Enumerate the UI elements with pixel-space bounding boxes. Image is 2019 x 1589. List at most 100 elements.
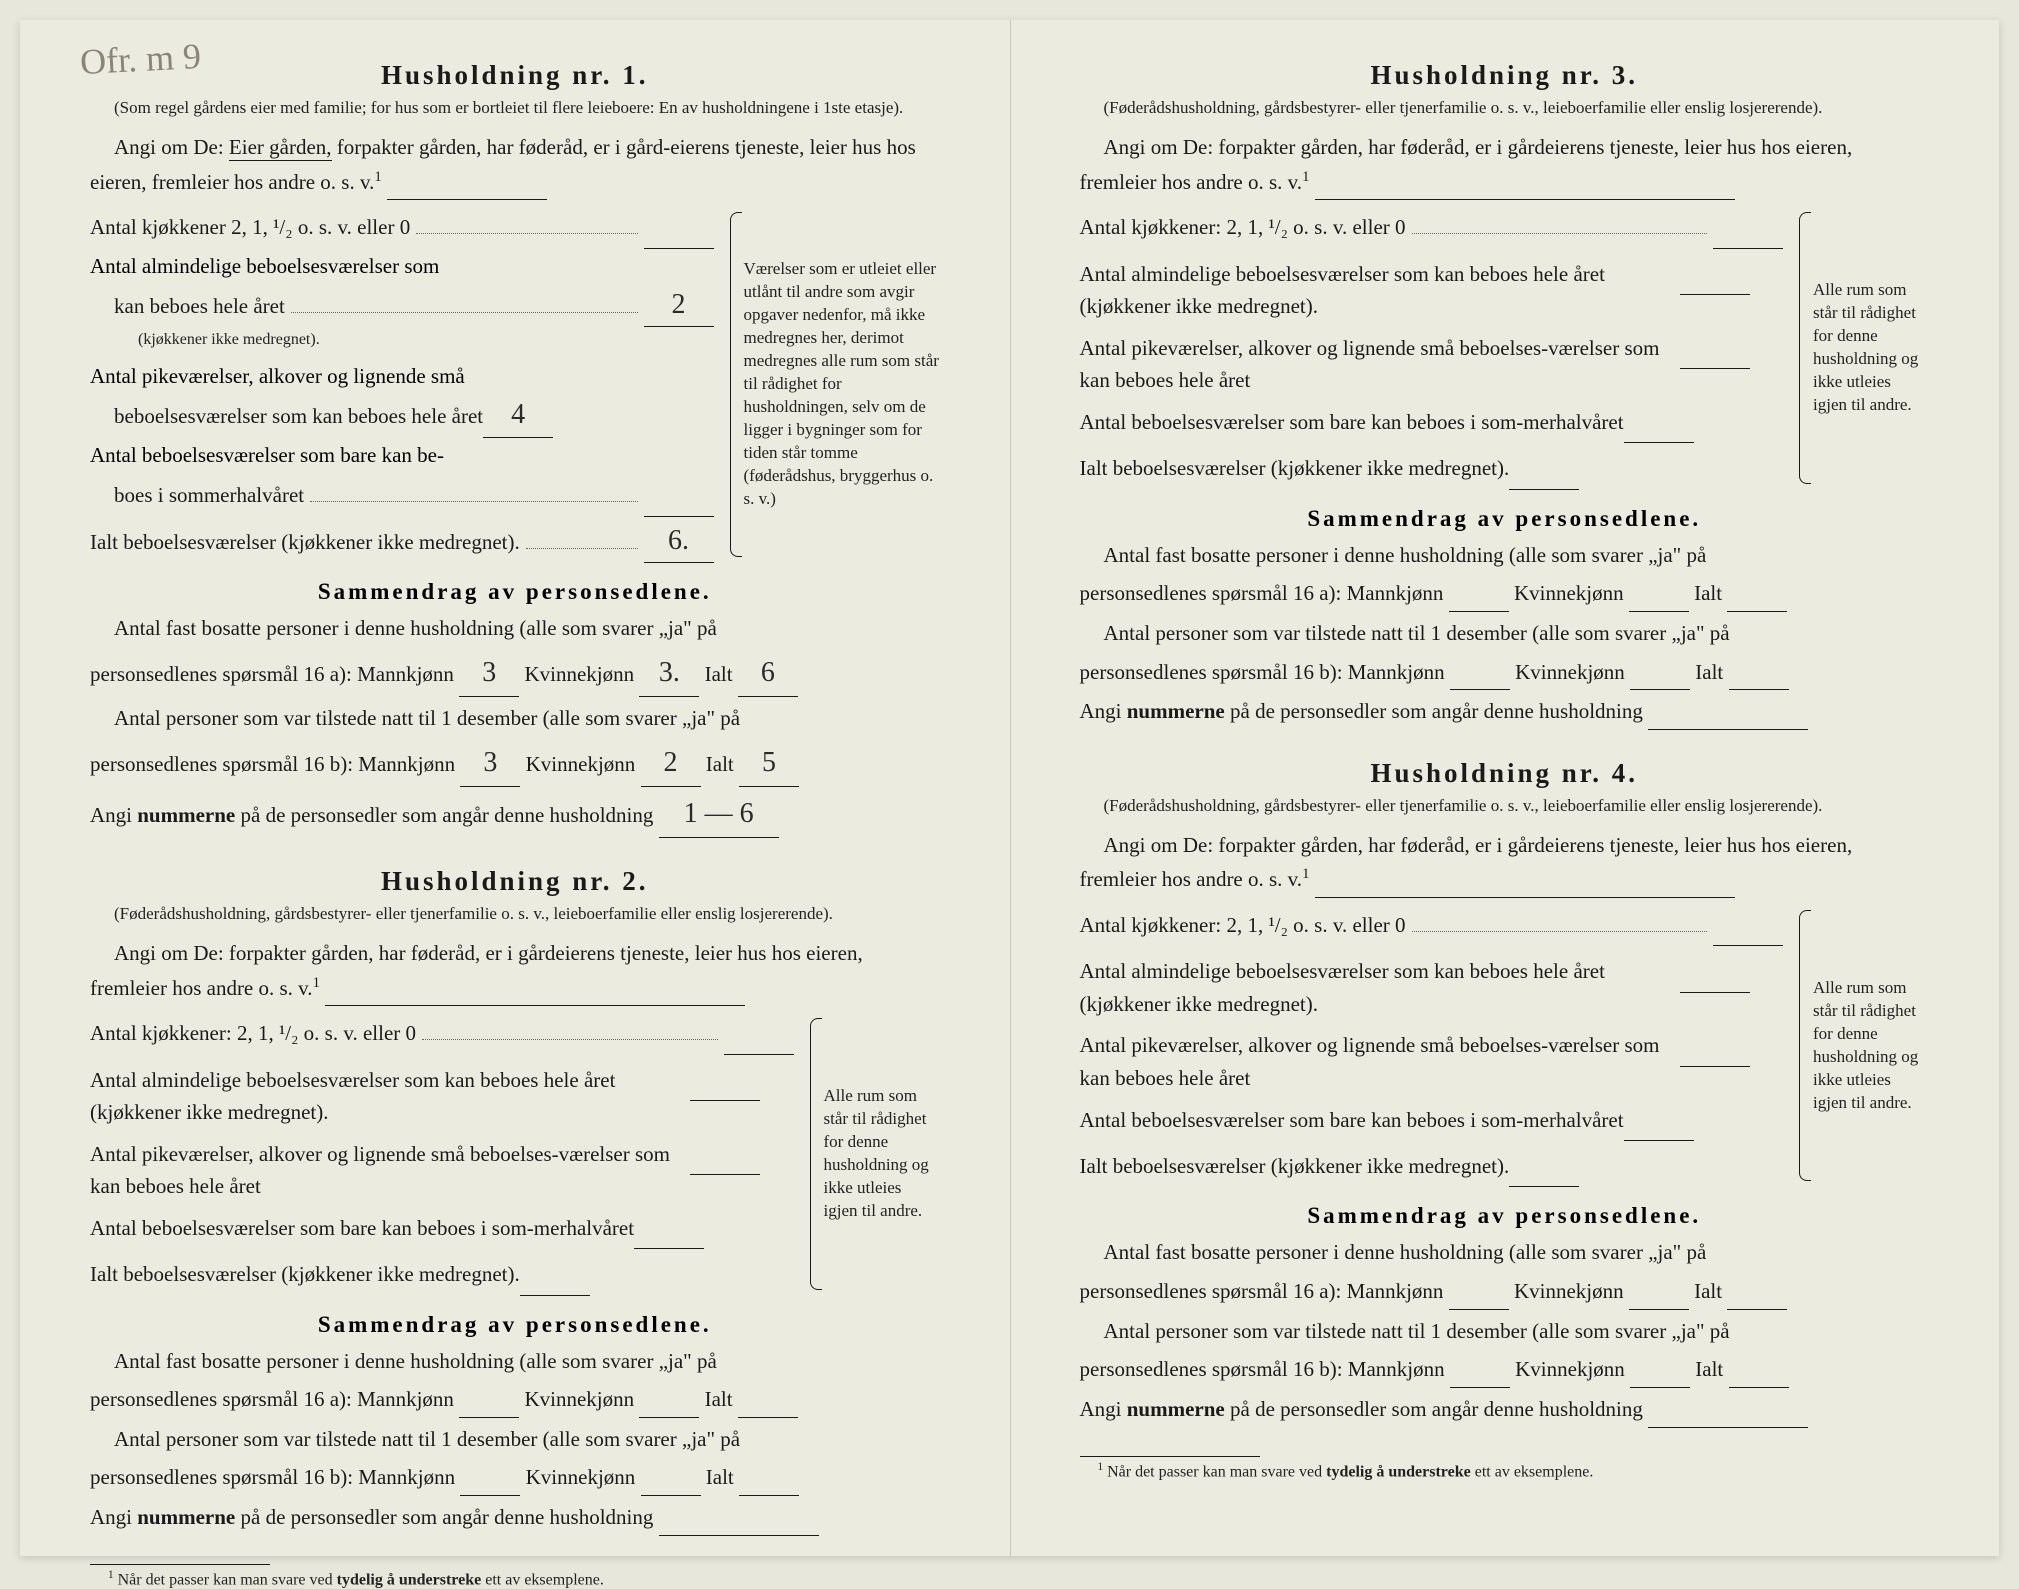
fast-total: [1727, 576, 1787, 612]
fast-line-b: personsedlenes spørsmål 16 a): Mannkjønn: [90, 1387, 454, 1411]
summer-a: Antal beboelsesværelser som bare kan be-: [90, 443, 444, 467]
total-value: [1509, 1143, 1579, 1187]
right-note-text: Værelser som er utleiet eller utlånt til…: [744, 258, 940, 510]
til-k: [1630, 1352, 1690, 1388]
summer-value: [644, 472, 714, 516]
numrene-b: på de personsedler som angår denne husho…: [241, 803, 654, 827]
household-3-rooms-left: Antal kjøkkener: 2, 1, ¹/₂ o. s. v. elle…: [1080, 204, 1784, 491]
kitchens-label: Antal kjøkkener: 2, 1, ¹/₂ o. s. v. elle…: [1080, 211, 1406, 244]
til-kv-label: Kvinnekjønn: [1515, 660, 1625, 684]
household-4-subnote: (Føderådshusholdning, gårdsbestyrer- ell…: [1080, 795, 1930, 818]
pike-label: Antal pikeværelser, alkover og lignende …: [1080, 332, 1680, 397]
footnote-text: Når det passer kan man svare ved: [118, 1571, 333, 1588]
total-value: [520, 1251, 590, 1295]
pike-row-a: Antal pikeværelser, alkover og lignende …: [90, 361, 714, 391]
angi-prefix: Angi om De:: [114, 135, 224, 159]
household-4-summary-title: Sammendrag av personsedlene.: [1080, 1203, 1930, 1229]
fast-kv-label: Kvinnekjønn: [1514, 581, 1624, 605]
household-1-rooms-block: Antal kjøkkener 2, 1, ¹/₂ o. s. v. eller…: [90, 204, 940, 565]
household-4-rooms-left: Antal kjøkkener: 2, 1, ¹/₂ o. s. v. elle…: [1080, 902, 1784, 1189]
household-3-rooms-block: Antal kjøkkener: 2, 1, ¹/₂ o. s. v. elle…: [1080, 204, 1930, 491]
fast-ialt-label: Ialt: [705, 1387, 733, 1411]
til-kv-label: Kvinnekjønn: [526, 752, 636, 776]
kitchens-value: [1713, 902, 1783, 946]
dots: [416, 233, 637, 234]
rooms-year-value: [1680, 251, 1750, 295]
fast-ialt-label: Ialt: [705, 662, 733, 686]
kitchens-label: Antal kjøkkener 2, 1, ¹/₂ o. s. v. eller…: [90, 211, 410, 244]
angi-prefix: Angi om De:: [114, 941, 224, 965]
fast-line-b-row: personsedlenes spørsmål 16 a): Mannkjønn…: [90, 1382, 940, 1418]
fast-line-a: Antal fast bosatte personer i denne hush…: [90, 611, 940, 646]
dots: [422, 1039, 717, 1040]
numrene-value: 1 — 6: [659, 791, 779, 838]
total-row: Ialt beboelsesværelser (kjøkkener ikke m…: [90, 1251, 794, 1295]
angi-prefix: Angi om De:: [1104, 833, 1214, 857]
til-line-a: Antal personer som var tilstede natt til…: [90, 1422, 940, 1457]
kitchens-value: [1713, 204, 1783, 248]
pike-value: [1680, 325, 1750, 369]
summer-value: [1624, 399, 1694, 443]
til-total: [1729, 1352, 1789, 1388]
footnote-marker: 1: [108, 1569, 114, 1581]
rooms-year-row-b: kan beboes hele året 2: [90, 283, 714, 327]
pike-b: beboelsesværelser som kan beboes hele år…: [90, 400, 483, 433]
fast-line-a: Antal fast bosatte personer i denne hush…: [90, 1344, 940, 1379]
numrene-row: Angi nummerne på de personsedler som ang…: [1080, 694, 1930, 730]
pike-row-b: beboelsesværelser som kan beboes hele år…: [90, 393, 714, 437]
angi-blank: [1315, 862, 1735, 898]
pike-value: [690, 1131, 760, 1175]
til-line-b: personsedlenes spørsmål 16 b): Mannkjønn: [90, 752, 455, 776]
rooms-year-label: Antal almindelige beboelsesværelser som …: [1080, 258, 1680, 323]
summer-value: [634, 1205, 704, 1249]
household-3-right-note: Alle rum som står til rådighet for denne…: [1799, 204, 1929, 491]
household-3-summary-title: Sammendrag av personsedlene.: [1080, 506, 1930, 532]
fast-m: 3: [459, 650, 519, 697]
dots: [1412, 931, 1707, 932]
pike-value: 4: [483, 393, 553, 437]
angi-blank: [1315, 165, 1735, 201]
angi-sup: 1: [374, 169, 381, 185]
kitchens-row: Antal kjøkkener: 2, 1, ¹/₂ o. s. v. elle…: [1080, 902, 1784, 946]
household-4-rooms-block: Antal kjøkkener: 2, 1, ¹/₂ o. s. v. elle…: [1080, 902, 1930, 1189]
pike-row: Antal pikeværelser, alkover og lignende …: [90, 1131, 794, 1203]
right-note-text: Alle rum som står til rådighet for denne…: [1813, 279, 1929, 417]
pike-a: Antal pikeværelser, alkover og lignende …: [90, 364, 465, 388]
household-2-right-note: Alle rum som står til rådighet for denne…: [810, 1010, 940, 1297]
til-m: [1450, 655, 1510, 691]
left-column: Husholdning nr. 1. (Som regel gårdens ei…: [20, 20, 1010, 1556]
fast-ialt-label: Ialt: [1694, 1279, 1722, 1303]
numrene-b: på de personsedler som angår denne husho…: [1230, 1397, 1643, 1421]
numrene-row: Angi nummerne på de personsedler som ang…: [1080, 1392, 1930, 1428]
summer-value: [1624, 1097, 1694, 1141]
fast-line-a: Antal fast bosatte personer i denne hush…: [1080, 1235, 1930, 1270]
pike-row: Antal pikeværelser, alkover og lignende …: [1080, 325, 1784, 397]
household-2-rooms-left: Antal kjøkkener: 2, 1, ¹/₂ o. s. v. elle…: [90, 1010, 794, 1297]
til-line-b-row: personsedlenes spørsmål 16 b): Mannkjønn…: [90, 1460, 940, 1496]
rooms-year-sub: (kjøkkener ikke medregnet).: [90, 329, 714, 351]
numrene-b: på de personsedler som angår denne husho…: [241, 1505, 654, 1529]
til-total: [739, 1460, 799, 1496]
kitchens-row: Antal kjøkkener: 2, 1, ¹/₂ o. s. v. elle…: [1080, 204, 1784, 248]
rooms-year-row: Antal almindelige beboelsesværelser som …: [90, 1057, 794, 1129]
kitchens-value: [644, 204, 714, 248]
numrene-bold: nummerne: [137, 803, 235, 827]
summer-row: Antal beboelsesværelser som bare kan beb…: [90, 1205, 794, 1249]
dots: [526, 548, 638, 549]
footnote-rule: [90, 1564, 270, 1565]
pike-label: Antal pikeværelser, alkover og lignende …: [90, 1138, 690, 1203]
household-2-angi: Angi om De: forpakter gården, har føderå…: [90, 936, 940, 1006]
footnote-left: 1 Når det passer kan man svare ved tydel…: [90, 1569, 940, 1589]
til-kv-label: Kvinnekjønn: [526, 1465, 636, 1489]
til-k: [641, 1460, 701, 1496]
brace-icon: [810, 1018, 822, 1289]
kitchens-label: Antal kjøkkener: 2, 1, ¹/₂ o. s. v. elle…: [90, 1017, 416, 1050]
til-line-b: personsedlenes spørsmål 16 b): Mannkjønn: [1080, 660, 1445, 684]
household-2-summary-title: Sammendrag av personsedlene.: [90, 1312, 940, 1338]
household-4-angi: Angi om De: forpakter gården, har føderå…: [1080, 828, 1930, 898]
fast-line-b-row: personsedlenes spørsmål 16 a): Mannkjønn…: [90, 650, 940, 697]
fast-m: [1449, 1274, 1509, 1310]
til-line-b: personsedlenes spørsmål 16 b): Mannkjønn: [90, 1465, 455, 1489]
fast-line-b-row: personsedlenes spørsmål 16 a): Mannkjønn…: [1080, 1274, 1930, 1310]
total-label: Ialt beboelsesværelser (kjøkkener ikke m…: [90, 1258, 520, 1291]
